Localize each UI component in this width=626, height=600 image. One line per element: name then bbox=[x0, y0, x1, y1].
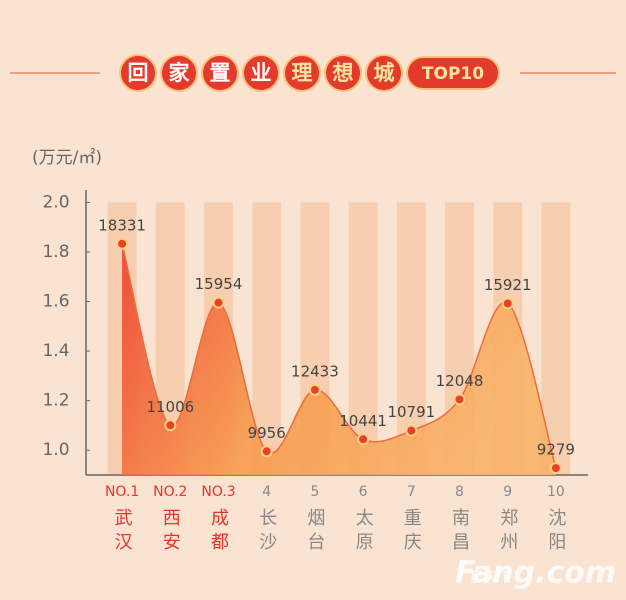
x-tick-label: 郑州 bbox=[497, 508, 518, 556]
rank-label: 4 bbox=[262, 484, 271, 500]
point bbox=[164, 419, 177, 432]
title-badge bbox=[160, 54, 198, 92]
point bbox=[212, 296, 225, 309]
x-tick-label: 长沙 bbox=[256, 508, 277, 556]
point bbox=[501, 297, 514, 310]
y-tick-label: 1.8 bbox=[42, 242, 69, 262]
title-text: 想 bbox=[333, 61, 354, 85]
y-tick-label: 2.0 bbox=[42, 192, 69, 212]
title-badge bbox=[201, 54, 239, 92]
title-text: TOP10 bbox=[422, 64, 484, 84]
value-label: 9956 bbox=[248, 424, 286, 442]
rank-label: 5 bbox=[310, 484, 319, 500]
y-tick-label: 1.0 bbox=[42, 440, 69, 460]
value-label: 12048 bbox=[436, 372, 484, 390]
point bbox=[116, 237, 129, 250]
title-text: 家 bbox=[169, 61, 191, 85]
x-tick-label: 太原 bbox=[353, 508, 374, 556]
value-label: 9279 bbox=[537, 441, 575, 459]
value-label: 10441 bbox=[339, 412, 387, 430]
watermark-brand: Fang.com bbox=[455, 556, 616, 591]
point bbox=[357, 433, 370, 446]
point bbox=[453, 393, 466, 406]
y-tick-label: 1.2 bbox=[42, 391, 69, 411]
x-tick-label: 烟台 bbox=[304, 508, 325, 556]
rank-label: NO.2 bbox=[153, 484, 187, 500]
column-band bbox=[348, 202, 378, 476]
rank-label: 6 bbox=[359, 484, 368, 500]
y-tick-label: 1.6 bbox=[42, 292, 69, 312]
title-text: 回 bbox=[128, 61, 149, 85]
rank-label: 9 bbox=[503, 484, 512, 500]
x-tick-label: 武汉 bbox=[112, 508, 133, 556]
point bbox=[308, 383, 321, 396]
value-label: 10791 bbox=[387, 403, 435, 421]
point bbox=[405, 424, 418, 437]
area bbox=[122, 243, 556, 475]
title-badge bbox=[242, 54, 280, 92]
y-tick-label: 1.4 bbox=[42, 341, 69, 361]
watermark: 房天下 bbox=[470, 570, 512, 586]
title-text: 业 bbox=[251, 61, 272, 85]
x-tick-label: 西安 bbox=[160, 508, 181, 556]
title-badge bbox=[406, 56, 500, 90]
y-axis-label: (万元/㎡) bbox=[32, 148, 102, 168]
value-label: 12433 bbox=[291, 362, 339, 380]
x-tick-label: 沈阳 bbox=[545, 508, 566, 556]
title-badge bbox=[365, 54, 403, 92]
value-label: 15921 bbox=[484, 276, 532, 294]
rank-label: 10 bbox=[547, 484, 565, 500]
x-tick-label: 成都 bbox=[208, 508, 229, 556]
title-badge bbox=[283, 54, 321, 92]
rank-label: 7 bbox=[407, 484, 416, 500]
rank-label: 8 bbox=[455, 484, 464, 500]
value-label: 18331 bbox=[98, 216, 146, 234]
point bbox=[549, 462, 562, 475]
title-text: 理 bbox=[292, 61, 313, 85]
rank-label: NO.1 bbox=[105, 484, 139, 500]
point bbox=[260, 445, 273, 458]
title-text: 置 bbox=[210, 61, 231, 85]
title-badge bbox=[119, 54, 157, 92]
title-badge bbox=[324, 54, 362, 92]
rank-label: NO.3 bbox=[201, 484, 235, 500]
title-text: 城 bbox=[374, 61, 395, 85]
value-label: 15954 bbox=[195, 275, 243, 293]
x-tick-label: 南昌 bbox=[449, 508, 470, 556]
value-label: 11006 bbox=[146, 398, 194, 416]
x-tick-label: 重庆 bbox=[401, 508, 422, 556]
